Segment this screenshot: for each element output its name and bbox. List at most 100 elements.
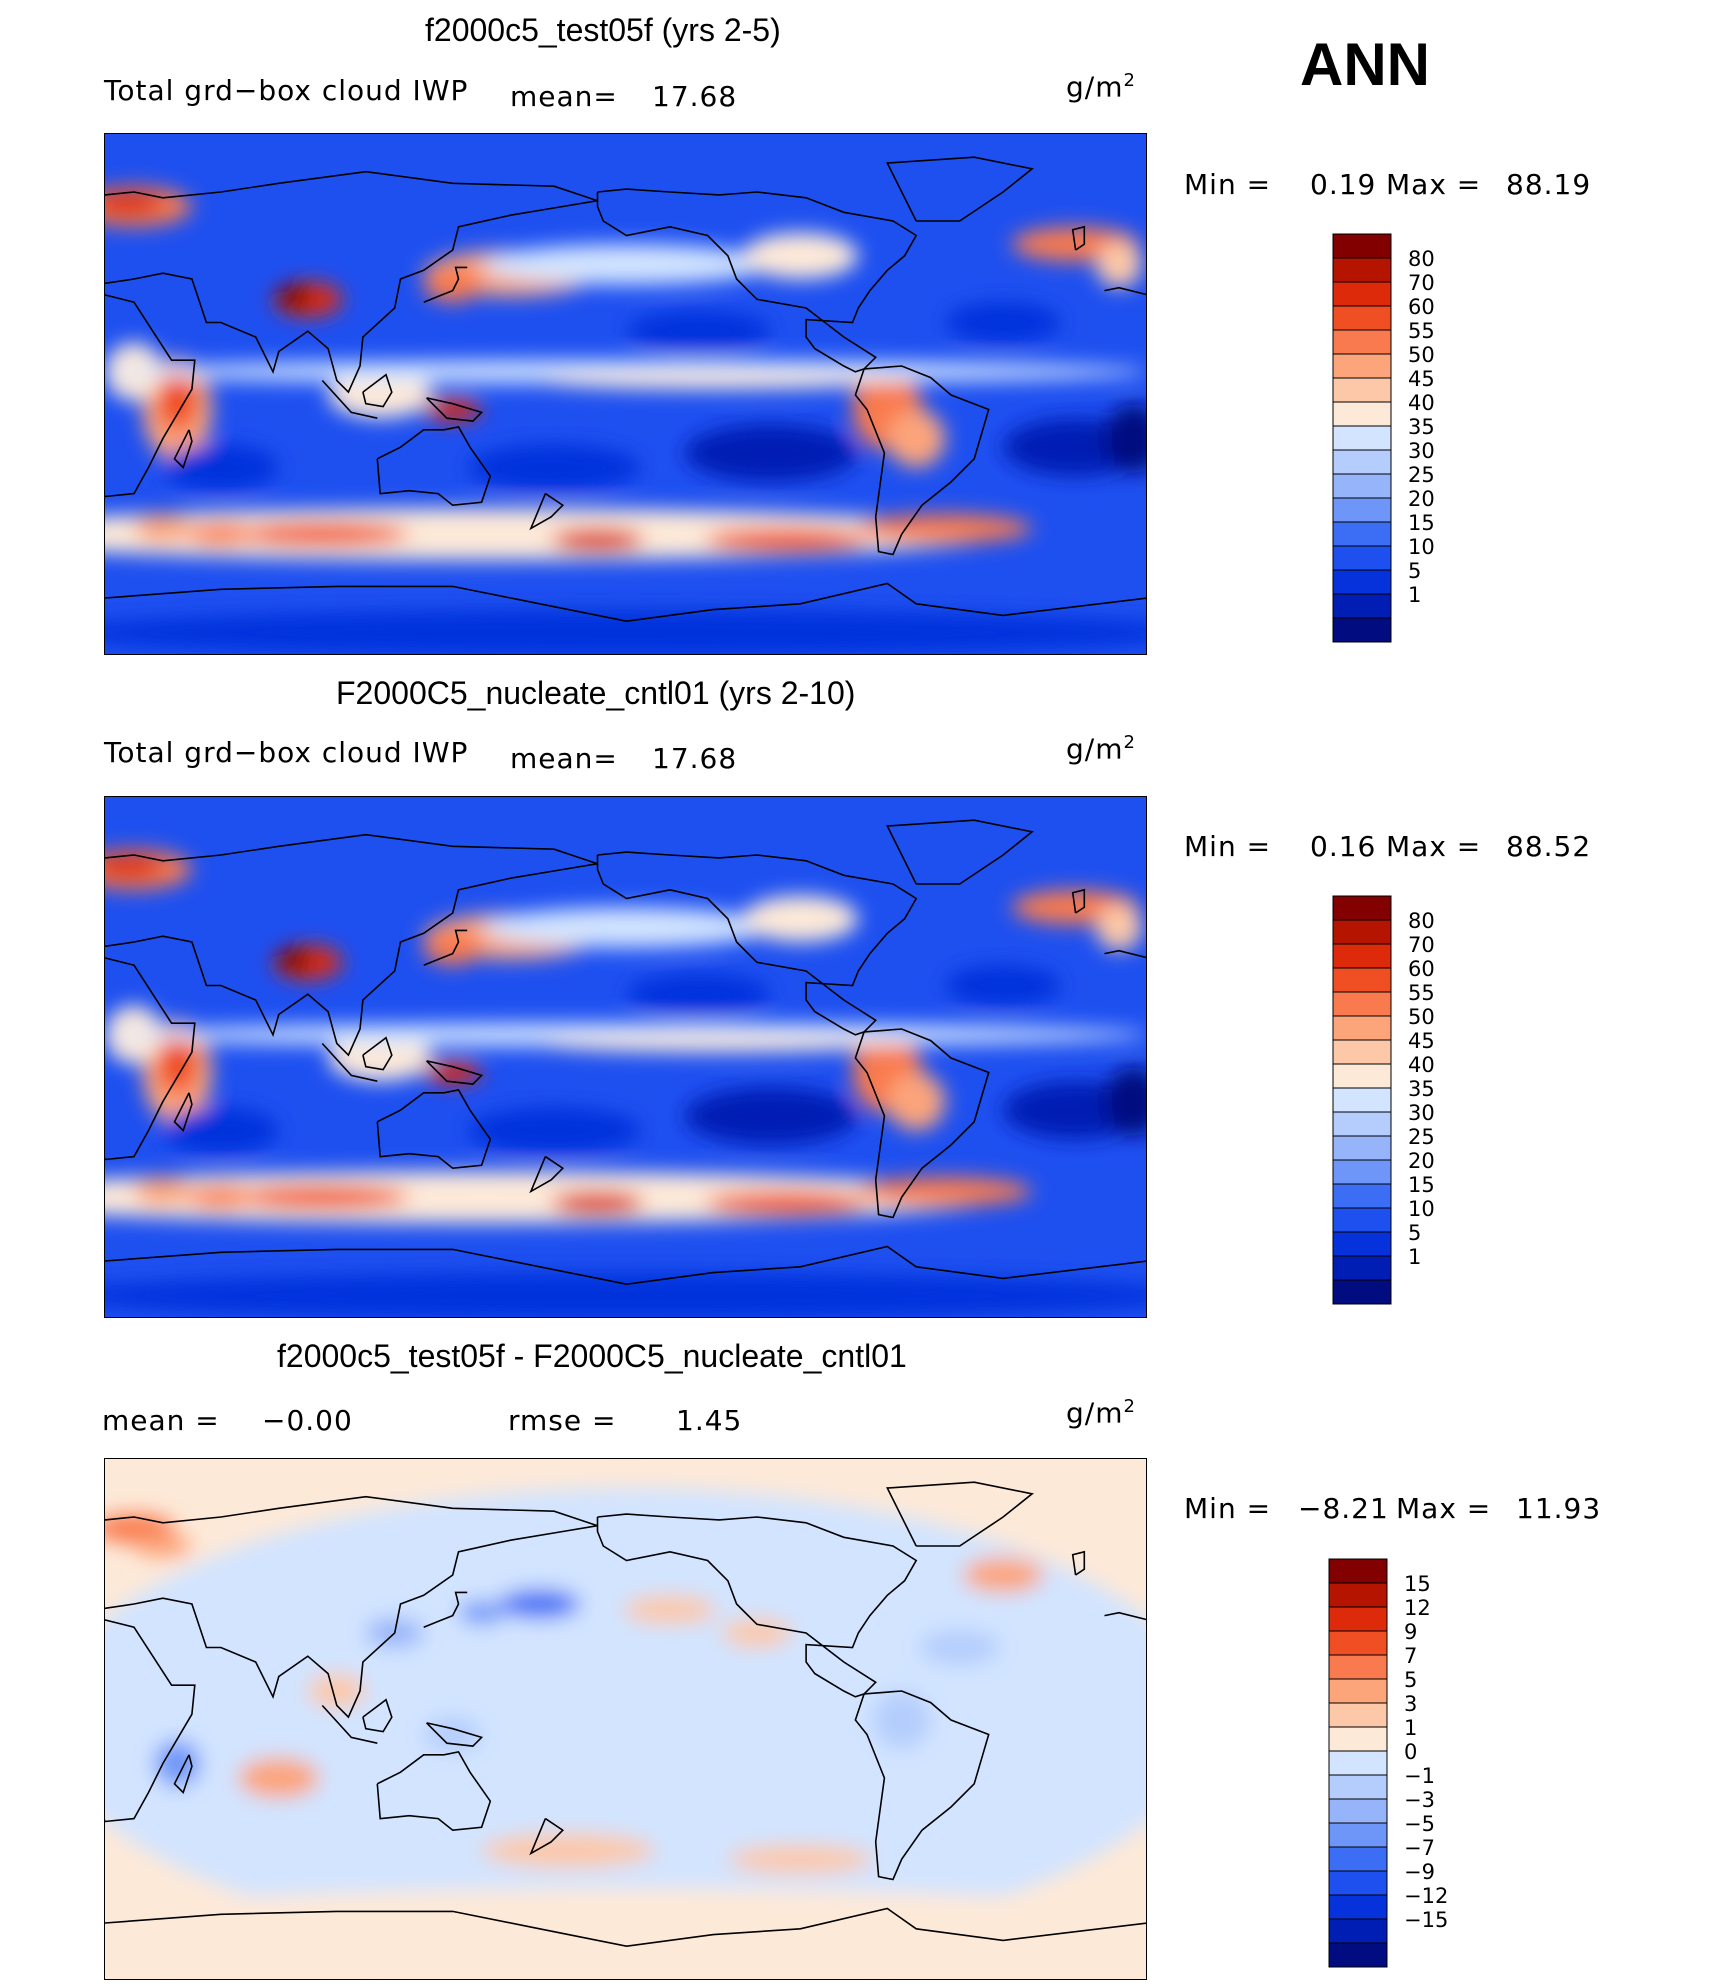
colorbar-swatch [1328,1606,1388,1632]
field-region [742,895,859,942]
panel3-unit: g/m2 [1066,1396,1136,1430]
map-background [105,134,1146,654]
field-region [704,1191,867,1215]
coastline [426,1722,484,1747]
field-region [1104,403,1146,474]
colorbar-tick-label: 7 [1404,1644,1417,1668]
colorbar-tick-label: −1 [1404,1764,1435,1788]
colorbar-swatch [1332,497,1392,523]
field-contours [105,186,1146,654]
colorbar-swatch [1332,329,1392,355]
colorbar-swatch [1332,1207,1392,1233]
colorbar-swatch [1332,1279,1392,1305]
field-region [105,1023,1146,1047]
colorbar-tick-label: 9 [1404,1620,1417,1644]
field-region [626,310,772,352]
field-region [423,397,482,422]
colorbar-tick-label: 55 [1408,981,1435,1005]
coastline [105,582,1146,623]
field-region [684,424,859,482]
colorbar-swatch [1332,401,1392,427]
coastline [376,1089,492,1170]
colorbar-tick-label: 45 [1408,1029,1435,1053]
colorbar-tick-label: −3 [1404,1788,1435,1812]
colorbar-tick-label: 60 [1408,295,1435,319]
colorbar-swatch [1332,1111,1392,1137]
panel3-mean-value: −0.00 [262,1404,353,1437]
colorbar-tick-label: −9 [1404,1860,1435,1884]
colorbar-swatch [1332,1063,1392,1089]
colorbar-tick-label: 20 [1408,487,1435,511]
coastlines [105,156,1146,623]
colorbar-tick-label: 80 [1408,247,1435,271]
field-region [551,1191,644,1215]
panel3-colorbar: 15 12 9 7 5 3 1 0 −1 −3 −5 −7 −9 −12 −15 [1328,1558,1468,1970]
colorbar-swatch [1332,1255,1392,1281]
panel1-map-svg [105,134,1146,654]
field-region [235,522,410,546]
colorbar-swatch [1332,919,1392,945]
map-background [105,797,1146,1317]
panel3-max-label: Max = [1396,1492,1492,1525]
colorbar-swatch [1332,967,1392,993]
colorbar-tick-label: 10 [1408,1197,1435,1221]
panel1-max-value: 88.19 [1506,168,1592,201]
coastline [1071,1550,1086,1576]
field-region [626,973,772,1015]
colorbar-swatch [1332,617,1392,643]
colorbar-tick-label: 5 [1404,1668,1417,1692]
season-label: ANN [1300,31,1430,98]
colorbar-tick-label: 30 [1408,1101,1435,1125]
colorbar-swatch [1328,1582,1388,1608]
colorbar-tick-label: 25 [1408,1125,1435,1149]
field-region [887,409,946,468]
colorbar-swatch [1332,233,1392,259]
coastline [321,1042,378,1082]
field-region [684,1087,859,1145]
coastline [886,819,1034,885]
colorbar-tick-label: −15 [1404,1908,1448,1932]
field-region [105,192,163,216]
field-region [235,1185,410,1209]
colorbar-tick-label: 40 [1408,1053,1435,1077]
colorbar-swatch [1332,895,1392,921]
coastline [362,1036,393,1071]
field-region [858,513,1033,543]
field-region [1104,1066,1146,1137]
field-region [481,1833,656,1868]
coastline [886,156,1034,222]
coastline [529,1817,565,1856]
coastline [321,379,378,419]
coastline [173,1092,193,1132]
colorbar-swatch [1328,1918,1388,1944]
field-region [551,528,644,552]
colorbar-tick-label: 45 [1408,367,1435,391]
colorbar-swatch [1328,1558,1388,1584]
field-region [1095,241,1143,288]
panel1-unit: g/m2 [1066,70,1136,104]
colorbar-swatch [1332,569,1392,595]
colorbar-swatch [1332,1231,1392,1257]
colorbar-swatch [1332,1015,1392,1041]
coastline [362,1698,393,1733]
field-region [962,1557,1044,1593]
field-region [919,1630,1001,1665]
colorbar-tick-label: 70 [1408,933,1435,957]
field-region [945,302,1062,343]
coastline [423,929,468,966]
colorbar-swatch [1328,1774,1388,1800]
coastline [423,266,468,303]
field-region [742,232,859,279]
colorbar-swatch [1332,449,1392,475]
coastline [173,429,193,469]
colorbar-tick-label: −12 [1404,1884,1448,1908]
field-region [1095,904,1143,951]
coastline [423,1591,468,1628]
panel3-min-value: −8.21 [1298,1492,1389,1525]
panel1-variable-label: Total grd−box cloud IWP [104,74,469,107]
coastline [1071,225,1086,251]
colorbar-swatch [1332,473,1392,499]
coastline [105,1245,1146,1286]
coastline [1104,286,1146,296]
colorbar-tick-label: 5 [1408,1221,1421,1245]
